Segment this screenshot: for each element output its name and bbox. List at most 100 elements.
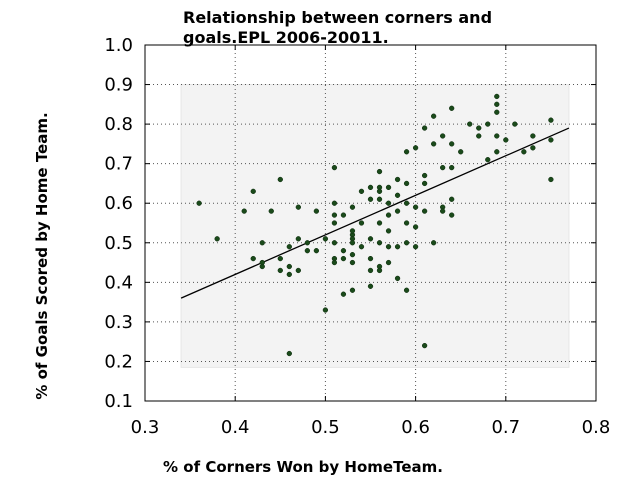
data-point [313,248,320,254]
data-point [440,164,446,171]
data-point [214,236,220,242]
data-point [250,188,256,195]
data-point [331,164,338,171]
data-point [349,251,356,258]
data-point [331,259,338,266]
data-point [295,267,301,274]
data-point [440,133,446,139]
data-point [277,255,283,262]
data-point [494,133,500,139]
data-point [521,149,527,155]
data-point [376,220,383,226]
data-point [485,157,491,163]
data-point [385,212,392,218]
data-point [421,342,428,349]
data-point [349,204,356,210]
data-point [277,176,283,183]
data-point [241,208,247,214]
data-point [403,149,410,155]
y-tick-label: 0.4 [104,272,133,293]
chart-title-line-1: Relationship between corners and [183,8,492,27]
data-point [458,149,464,155]
data-point [349,228,356,234]
data-point [322,307,329,313]
data-point [268,208,274,214]
ticks-layer: 0.3 0.4 0.5 0.6 0.7 0.8 0.1 0.2 0.3 0.4 0.5 0.6 0.7 0… [104,35,610,438]
data-point [449,196,455,202]
data-point [313,208,320,214]
data-point [385,184,392,191]
data-point [340,248,347,254]
data-point [385,259,392,266]
data-point [295,204,301,210]
x-tick-label: 0.6 [401,417,430,438]
data-point [367,267,374,274]
data-point [340,255,347,262]
data-point [331,212,338,218]
data-point [403,200,410,206]
data-point [412,145,419,151]
data-point [449,105,455,111]
data-point [367,255,374,262]
data-point [548,176,554,183]
data-point [421,172,428,179]
data-point [331,200,338,206]
data-point [394,244,401,250]
x-tick-label: 0.5 [311,417,340,438]
data-point [467,121,473,127]
data-point [367,236,374,242]
data-point [286,350,292,357]
data-point [295,236,301,242]
data-point [449,164,455,171]
data-point [376,267,383,274]
data-point [494,149,500,155]
data-point [494,93,500,100]
points-layer [196,93,554,357]
data-point [512,121,518,127]
data-point [530,145,536,151]
data-point [430,240,437,246]
data-point [340,291,347,297]
trendline-layer [180,127,570,299]
x-tick-label: 0.4 [221,417,250,438]
data-point [494,101,500,107]
data-point [358,188,365,195]
y-tick-label: 0.2 [104,351,133,372]
x-tick-label: 0.8 [582,417,611,438]
y-tick-label: 0.6 [104,193,133,214]
data-point [367,283,374,289]
data-point [403,220,410,226]
data-point [530,133,536,139]
y-axis-label: % of Goals Scored by Home Team. [33,112,51,399]
x-tick-label: 0.7 [491,417,520,438]
data-point [476,125,482,131]
data-point [259,240,265,246]
data-point [331,220,338,226]
data-point [340,212,347,218]
data-point [367,196,374,202]
data-point [394,275,401,282]
y-tick-label: 0.8 [104,114,133,135]
data-point [376,240,383,246]
data-point [376,168,383,175]
data-point [349,259,356,266]
y-tick-label: 1.0 [104,35,133,56]
data-point [485,121,491,127]
y-tick-label: 0.1 [104,391,133,412]
y-tick-label: 0.3 [104,312,133,333]
data-point [412,224,419,230]
data-point [412,244,419,250]
data-point [304,248,311,254]
data-point [385,228,392,234]
data-point [322,236,329,242]
data-point [421,180,428,187]
data-point [503,137,509,143]
data-point [385,244,392,250]
plot-frame [144,44,597,402]
data-point [403,180,410,187]
data-point [394,192,401,198]
data-point [412,204,419,210]
background-band [180,84,570,368]
data-point [349,240,356,246]
